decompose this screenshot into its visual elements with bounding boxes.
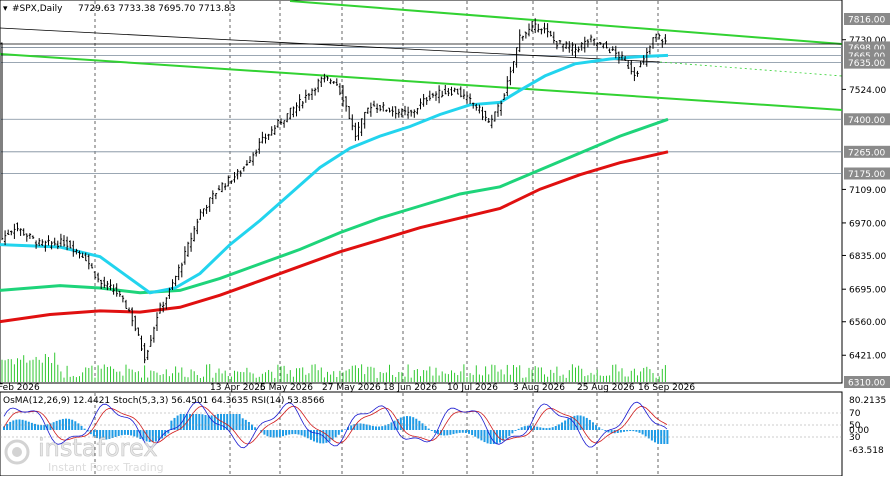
time-label: 13 Apr 2026 [210,383,266,393]
grid-lines [94,1,659,475]
projection-line [659,61,843,77]
price-tag [844,56,890,69]
price-tag-label: 7265.00 [848,148,885,158]
price-tag-label: 7635.00 [848,59,885,69]
price-label: 7109.00 [849,186,886,196]
indicator-axis-label: 70 [849,409,861,419]
volume-bars [1,352,666,382]
collapse-arrow-icon[interactable]: ▾ [3,4,8,14]
time-label: 10 Jul 2026 [447,383,498,393]
price-tag [844,113,890,126]
time-label: 27 May 2026 [322,383,381,393]
indicator-axis-label: 50 [849,421,861,431]
price-label: 6835.00 [849,252,886,262]
brand-tagline: Instant Forex Trading [48,461,164,474]
price-label: 6970.00 [849,219,886,229]
time-label: 18 Jun 2026 [383,383,437,393]
price-tag [844,376,890,388]
symbol-label: #SPX,Daily [12,4,63,14]
price-tag-label: 7400.00 [848,116,885,126]
time-label: 25 Aug 2026 [577,383,635,393]
price-tag [844,145,890,158]
ma-50-line [0,53,669,295]
price-label: 6560.00 [849,318,886,328]
price-label: 7524.00 [849,86,886,96]
indicator-header: OsMA(12,26,9) 12.4421 Stoch(5,3,3) 56.45… [3,396,325,406]
lower-trend-line [0,53,843,111]
brand-watermark: instaforex [38,434,158,462]
upper-trend-line [289,0,843,45]
main-chart-area[interactable] [0,0,843,384]
price-tag-label: 6310.00 [848,379,885,389]
indicator-axis-label: 0.00 [849,426,869,436]
price-tag [844,167,890,180]
indicator-plots [3,401,669,449]
price-axis: 7816.007730.007698.007665.007635.007524.… [842,13,890,389]
price-label: 6695.00 [849,286,886,296]
price-label: 7730.00 [849,36,886,46]
ma-144-line [0,117,669,295]
price-tag [844,13,890,25]
ma-200-line [0,150,669,324]
moving-averages [0,53,669,324]
time-label: 3 Aug 2026 [513,383,565,393]
price-tag-label: 7816.00 [848,16,885,26]
price-bars [0,18,667,364]
ohlc-values: 7729.63 7733.38 7695.70 7713.83 [78,4,235,14]
instaforex-logo: instaforex Instant Forex Trading [4,434,164,474]
stoch-signal-line [3,405,668,445]
stoch-main-line [3,401,668,449]
indicator-axis-label: -63.518 [849,446,884,456]
price-label: 6421.00 [849,352,886,362]
logo-mark-icon [4,439,30,465]
time-label: Feb 2026 [0,383,40,393]
time-label: 16 Sep 2026 [638,383,695,393]
black-trend-line [0,27,661,63]
indicator-axis-label: 80.2135 [849,396,886,406]
time-label: 5 May 2026 [260,383,313,393]
indicator-axis-label: 30 [849,433,861,443]
price-tag-label: 7698.00 [848,44,885,54]
trend-lines [0,0,843,111]
price-tag-label: 7175.00 [848,170,885,180]
